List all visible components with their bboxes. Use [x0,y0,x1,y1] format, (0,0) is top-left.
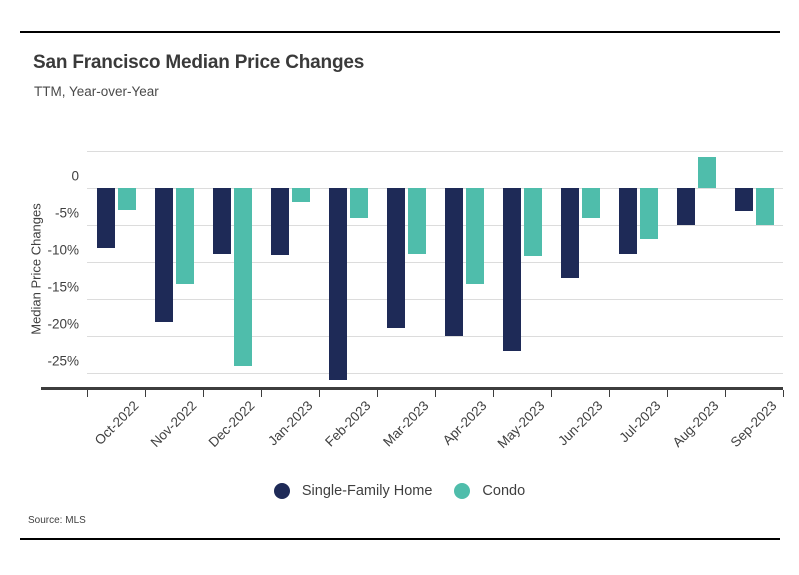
bar-condo-aug-2023 [697,157,716,188]
bar-single-family-home-aug-2023 [676,187,695,225]
x-axis-tick [551,390,552,397]
chart-title: San Francisco Median Price Changes [33,52,365,73]
legend: Single-Family Home Condo [0,483,799,499]
x-axis-tick [377,390,378,397]
bar-single-family-home-sep-2023 [734,187,753,211]
bar-single-family-home-feb-2023 [328,187,347,380]
x-axis-label-feb-2023: Feb-2023 [322,398,374,450]
gridline--20 [87,335,783,337]
gridline--10 [87,261,783,263]
x-axis-tick [203,390,204,397]
x-axis-label-nov-2022: Nov-2022 [147,398,200,451]
bar-condo-may-2023 [523,187,542,256]
gridline-5 [87,150,783,152]
x-axis-tick [261,390,262,397]
bar-condo-jul-2023 [639,187,658,240]
bar-single-family-home-mar-2023 [386,187,405,329]
x-axis-label-jan-2023: Jan-2023 [265,398,316,449]
bar-condo-sep-2023 [755,187,774,225]
bar-condo-feb-2023 [349,187,368,218]
bar-single-family-home-oct-2022 [96,187,115,248]
x-axis-tick [667,390,668,397]
legend-marker-icon [273,483,290,499]
x-axis-label-oct-2022: Oct-2022 [91,398,142,448]
x-axis-tick [609,390,610,397]
x-axis-tick [783,390,784,397]
y-tick-label: -10% [47,242,79,258]
bar-condo-nov-2022 [175,187,194,285]
legend-marker-icon [454,483,471,499]
x-axis-label-dec-2022: Dec-2022 [205,398,258,451]
legend-item-single-family-home: Single-Family Home [273,483,433,499]
bar-single-family-home-apr-2023 [444,187,463,337]
bar-single-family-home-may-2023 [502,187,521,351]
bar-single-family-home-jun-2023 [560,187,579,278]
legend-label: Condo [482,483,526,499]
bar-single-family-home-nov-2022 [154,187,173,323]
gridline-0 [87,187,783,189]
chart-subtitle: TTM, Year-over-Year [34,84,159,99]
y-tick-label: -25% [47,353,79,368]
x-axis-label-sep-2023: Sep-2023 [727,398,780,451]
x-axis-label-apr-2023: Apr-2023 [439,398,490,448]
x-axis-tick [145,390,146,397]
y-tick-label: 0 [71,168,79,184]
x-axis-label-jun-2023: Jun-2023 [555,398,606,449]
x-axis-tick [725,390,726,397]
bar-condo-apr-2023 [465,187,484,285]
bar-condo-dec-2022 [233,187,252,366]
top-border-rule [20,31,780,33]
gridline--15 [87,298,783,300]
plot-area: 0 -5% -10% -15% -20% -25% Oct-2022 Nov-2022 Dec-… [41,150,784,451]
bar-condo-jan-2023 [291,187,310,203]
x-axis-line [41,387,783,390]
gridline--25 [87,372,783,374]
x-axis-label-may-2023: May-2023 [494,398,548,452]
x-axis-label-jul-2023: Jul-2023 [616,398,664,446]
x-axis-label-mar-2023: Mar-2023 [380,398,432,450]
x-axis-tick [435,390,436,397]
bar-condo-jun-2023 [581,187,600,218]
legend-label: Single-Family Home [301,483,433,499]
y-tick-label: -20% [47,316,79,331]
x-axis-label-aug-2023: Aug-2023 [669,398,722,451]
y-tick-label: -15% [47,279,79,295]
bar-condo-mar-2023 [407,187,426,255]
bottom-border-rule [20,538,780,540]
y-tick-label: -5% [54,205,79,221]
bar-single-family-home-dec-2022 [212,187,231,255]
source-note: Source: MLS [28,515,86,526]
bar-single-family-home-jul-2023 [618,187,637,255]
legend-item-condo: Condo [454,483,525,499]
x-axis-tick [493,390,494,397]
y-axis-label: Median Price Changes [28,203,44,335]
bar-condo-oct-2022 [117,187,136,210]
x-axis-tick [319,390,320,397]
gridline--5 [87,224,783,226]
bar-single-family-home-jan-2023 [270,187,289,255]
x-axis-tick [87,390,88,397]
